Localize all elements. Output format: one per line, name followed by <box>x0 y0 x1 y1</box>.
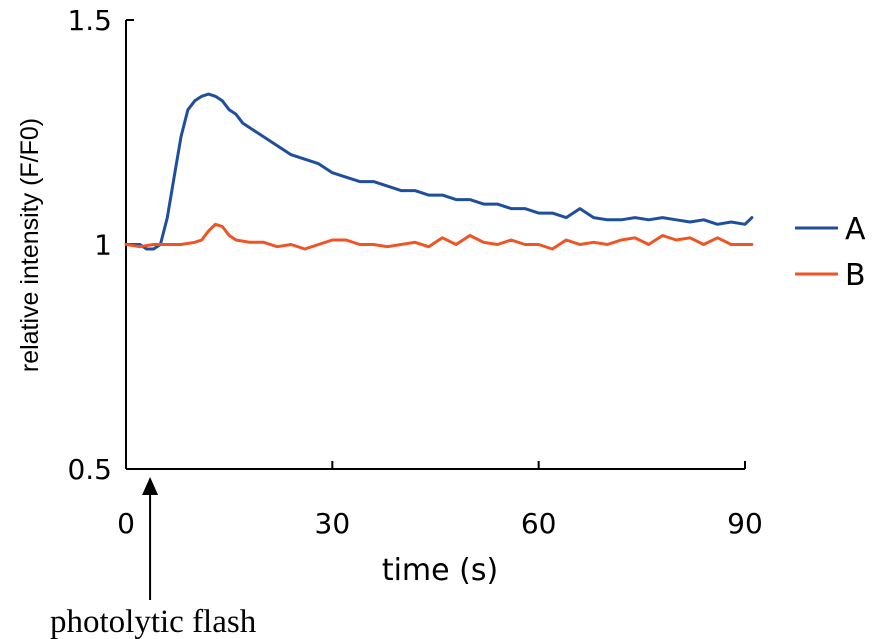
legend-label-b: B <box>845 258 866 293</box>
photolytic-flash-annotation: photolytic flash <box>50 477 257 639</box>
legend-label-a: A <box>845 212 866 247</box>
y-tick-label: 1 <box>94 229 112 262</box>
legend: AB <box>795 212 866 293</box>
x-tick-label: 0 <box>117 507 135 540</box>
series-line-b <box>124 222 754 251</box>
series-lines <box>124 92 754 251</box>
y-tick-label: 1.5 <box>67 4 112 37</box>
x-axis-title: time (s) <box>382 553 498 588</box>
axes <box>125 20 745 470</box>
series-line-a <box>124 92 754 251</box>
flash-label: photolytic flash <box>50 604 257 639</box>
y-tick-label: 0.5 <box>67 453 112 486</box>
ticks: 0 30 60 90 0.5 1 1.5 <box>67 4 762 540</box>
x-tick-label: 90 <box>727 507 763 540</box>
y-axis-title: relative intensity (F/F0) <box>16 118 44 372</box>
x-tick-label: 60 <box>521 507 557 540</box>
x-tick-label: 30 <box>315 507 351 540</box>
flash-arrow-head <box>142 477 159 495</box>
